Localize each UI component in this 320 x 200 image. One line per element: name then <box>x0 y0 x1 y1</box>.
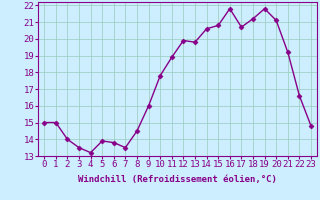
X-axis label: Windchill (Refroidissement éolien,°C): Windchill (Refroidissement éolien,°C) <box>78 175 277 184</box>
